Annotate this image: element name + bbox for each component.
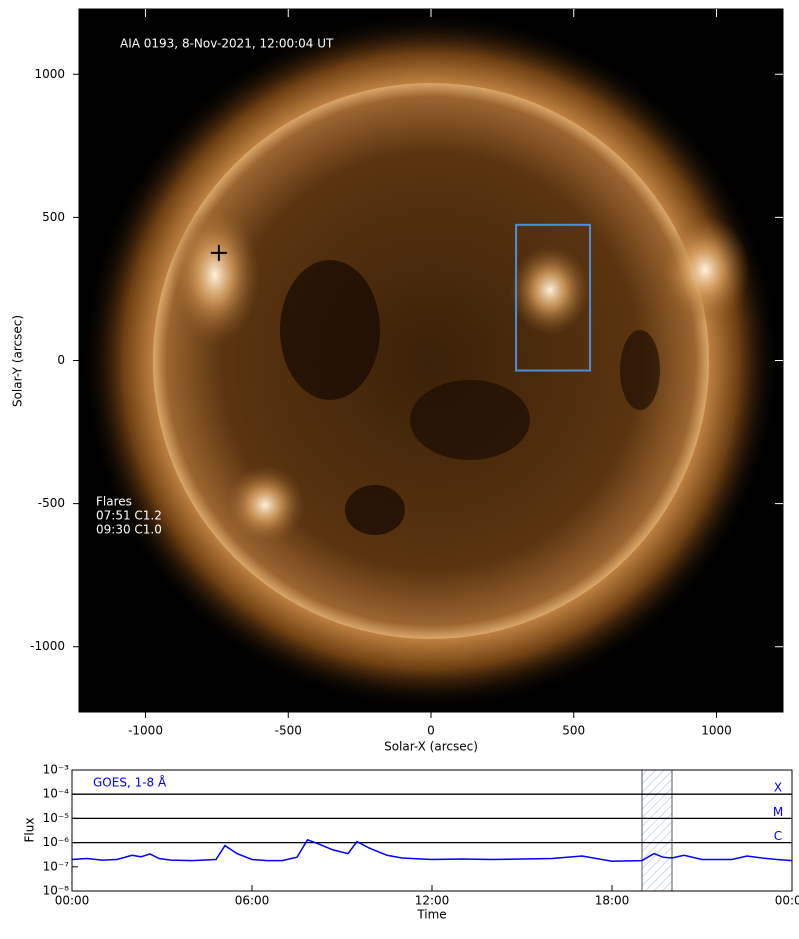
annotation: 09:30 C1.0 xyxy=(96,523,162,537)
x-tick-label: 06:00 xyxy=(235,894,270,908)
image-title: AIA 0193, 8-Nov-2021, 12:00:04 UT xyxy=(120,37,334,51)
y-axis-label: Flux xyxy=(23,818,37,843)
y-tick-label: 10⁻⁶ xyxy=(43,835,70,849)
y-tick-label: 10⁻⁷ xyxy=(43,859,70,873)
x-tick-label: -500 xyxy=(275,724,302,738)
y-tick-label: -1000 xyxy=(30,639,65,653)
x-tick-label: -1000 xyxy=(128,724,163,738)
annotation: Flares xyxy=(96,495,132,509)
y-tick-label: 500 xyxy=(42,210,65,224)
y-tick-label: 10⁻⁵ xyxy=(43,811,70,825)
y-tick-label: 10⁻⁴ xyxy=(43,787,70,801)
highlight-span xyxy=(641,769,673,892)
x-axis-label: Time xyxy=(416,908,446,922)
y-tick-label: 10⁻³ xyxy=(43,763,70,777)
x-axis-label: Solar-X (arcsec) xyxy=(384,740,478,754)
y-tick-label: -500 xyxy=(38,496,65,510)
coronal-hole xyxy=(410,380,530,460)
flare-marker-cross xyxy=(210,244,227,261)
x-tick-label: 12:00 xyxy=(415,894,450,908)
flux-line xyxy=(71,838,793,862)
coronal-hole xyxy=(620,330,660,410)
x-tick-label: 0 xyxy=(427,724,435,738)
goes-plot-area xyxy=(72,770,792,891)
y-tick-label: 1000 xyxy=(34,67,65,81)
y-tick-label: 10⁻⁸ xyxy=(43,884,70,898)
x-tick-label: 1000 xyxy=(701,724,732,738)
class-label: X xyxy=(774,781,782,795)
active-region xyxy=(660,215,750,325)
x-tick-label: 18:00 xyxy=(595,894,630,908)
flare-marker xyxy=(210,244,227,261)
annotation: 07:51 C1.2 xyxy=(96,509,162,523)
active-region xyxy=(170,205,260,345)
solar-image xyxy=(79,9,783,712)
coronal-hole xyxy=(280,260,380,400)
class-label: C xyxy=(774,829,782,843)
x-tick-label: 00:00 xyxy=(775,894,799,908)
x-tick-label: 500 xyxy=(562,724,585,738)
region-box xyxy=(515,223,592,372)
coronal-hole xyxy=(345,485,405,535)
active-region xyxy=(225,465,305,545)
y-tick-label: 0 xyxy=(57,353,65,367)
class-label: M xyxy=(773,805,783,819)
goes-title: GOES, 1-8 Å xyxy=(93,775,167,790)
goes-frame xyxy=(71,769,793,892)
active-region xyxy=(510,245,590,335)
y-axis-label: Solar-Y (arcsec) xyxy=(11,315,25,407)
x-tick-label: 00:00 xyxy=(55,894,90,908)
